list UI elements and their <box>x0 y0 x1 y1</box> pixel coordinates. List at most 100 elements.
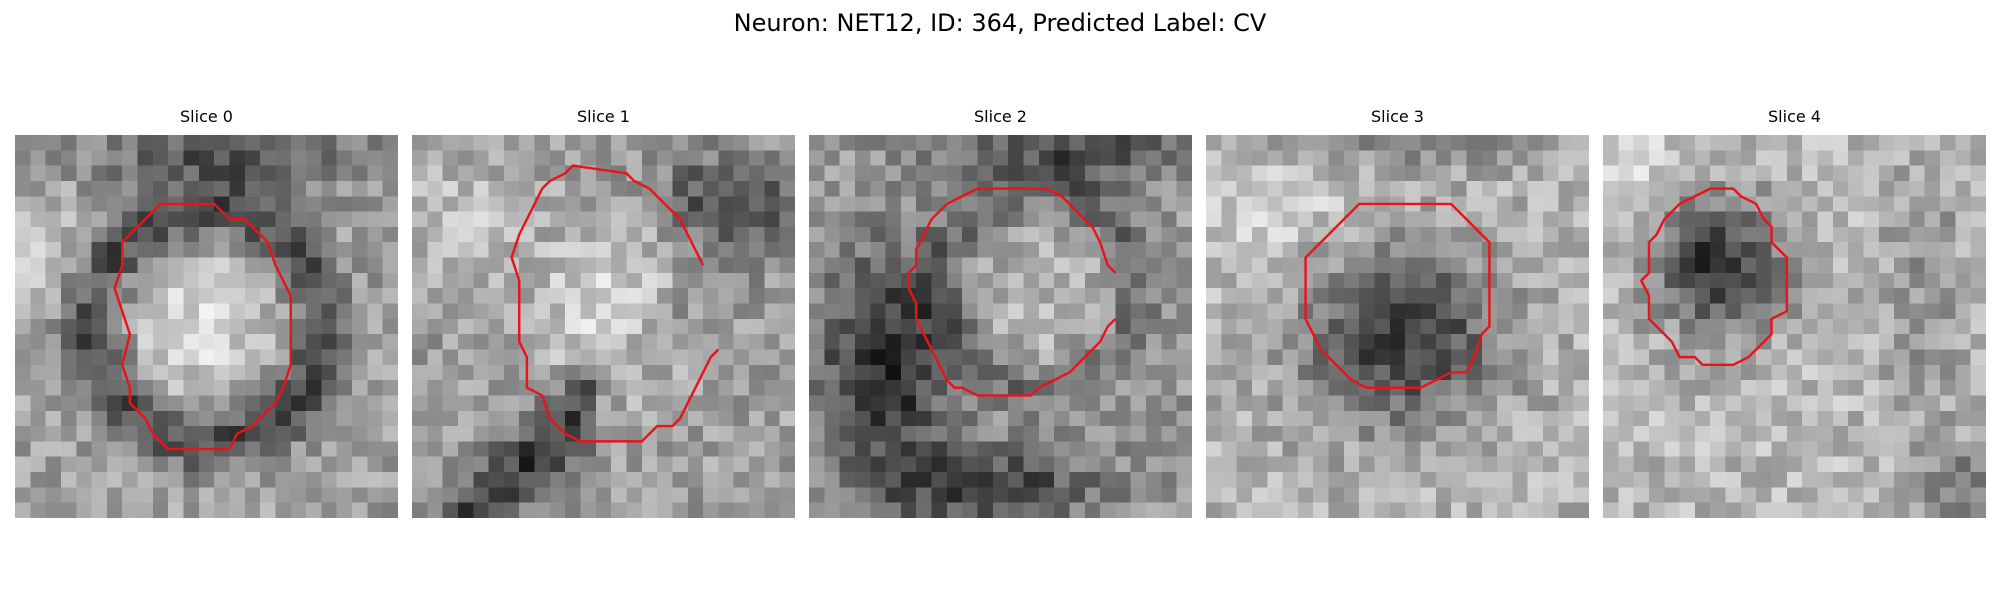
image-pixel <box>382 135 398 151</box>
image-pixel <box>1832 426 1849 442</box>
image-pixel <box>1251 441 1268 458</box>
image-pixel <box>1130 226 1147 243</box>
image-pixel <box>30 150 46 166</box>
image-pixel <box>1603 318 1619 335</box>
image-pixel <box>549 441 566 458</box>
image-pixel <box>549 426 566 442</box>
image-pixel <box>152 242 169 258</box>
image-pixel <box>870 257 886 274</box>
image-pixel <box>1374 318 1391 335</box>
image-pixel <box>870 441 886 458</box>
image-pixel <box>1633 380 1650 396</box>
image-pixel <box>580 196 597 212</box>
image-pixel <box>1206 180 1222 197</box>
image-pixel <box>764 364 780 381</box>
image-pixel <box>183 487 200 503</box>
image-pixel <box>1940 487 1956 503</box>
image-pixel <box>580 272 597 289</box>
image-pixel <box>290 472 307 488</box>
image-pixel <box>306 272 322 289</box>
image-pixel <box>1282 364 1299 381</box>
image-pixel <box>137 349 154 366</box>
image-pixel <box>137 257 154 274</box>
image-pixel <box>1558 135 1574 151</box>
image-pixel <box>91 196 108 212</box>
image-pixel <box>1832 150 1849 166</box>
image-pixel <box>779 472 795 488</box>
image-pixel <box>1389 334 1406 350</box>
image-pixel <box>764 272 780 289</box>
image-pixel <box>275 318 292 335</box>
image-pixel <box>1740 211 1757 228</box>
image-pixel <box>1832 272 1849 289</box>
image-pixel <box>1435 272 1452 289</box>
image-pixel <box>1420 318 1437 335</box>
image-pixel <box>1863 165 1880 182</box>
image-pixel <box>367 272 383 289</box>
image-pixel <box>824 257 840 274</box>
image-pixel <box>672 334 689 350</box>
image-pixel <box>657 242 673 258</box>
image-pixel <box>703 272 719 289</box>
image-pixel <box>122 211 138 228</box>
image-pixel <box>657 395 673 412</box>
image-pixel <box>427 349 443 366</box>
image-pixel <box>152 288 169 304</box>
image-pixel <box>30 196 46 212</box>
image-pixel <box>168 395 184 412</box>
image-pixel <box>1603 303 1619 320</box>
image-pixel <box>1161 272 1177 289</box>
image-pixel <box>1694 272 1711 289</box>
image-pixel <box>1359 288 1375 304</box>
image-pixel <box>977 211 994 228</box>
image-pixel <box>15 456 31 473</box>
image-pixel <box>473 334 489 350</box>
image-pixel <box>412 441 428 458</box>
image-pixel <box>503 502 520 518</box>
image-pixel <box>1374 456 1391 473</box>
image-pixel <box>106 472 123 488</box>
image-pixel <box>45 135 62 151</box>
image-pixel <box>76 196 92 212</box>
image-pixel <box>1069 395 1086 412</box>
image-pixel <box>1130 257 1147 274</box>
image-pixel <box>15 472 31 488</box>
image-pixel <box>290 165 307 182</box>
image-pixel <box>1236 272 1253 289</box>
image-pixel <box>152 226 169 243</box>
image-pixel <box>1328 135 1345 151</box>
image-pixel <box>1970 441 1986 458</box>
slice-panel-2: Slice 2 <box>809 107 1192 518</box>
image-pixel <box>1603 502 1619 518</box>
image-pixel <box>733 472 750 488</box>
image-pixel <box>1146 410 1162 427</box>
image-pixel <box>1023 410 1040 427</box>
image-pixel <box>626 135 643 151</box>
image-pixel <box>1297 364 1314 381</box>
image-pixel <box>473 318 489 335</box>
image-pixel <box>1328 410 1345 427</box>
image-pixel <box>779 334 795 350</box>
image-pixel <box>1603 456 1619 473</box>
image-pixel <box>30 211 46 228</box>
image-pixel <box>870 288 886 304</box>
image-pixel <box>382 380 398 396</box>
image-pixel <box>1894 426 1910 442</box>
image-pixel <box>1786 441 1803 458</box>
image-pixel <box>977 441 994 458</box>
image-pixel <box>1481 426 1498 442</box>
image-pixel <box>1710 456 1726 473</box>
image-pixel <box>15 410 31 427</box>
image-pixel <box>595 487 612 503</box>
image-pixel <box>275 334 292 350</box>
image-pixel <box>595 426 612 442</box>
image-pixel <box>45 441 62 458</box>
image-pixel <box>321 150 338 166</box>
image-pixel <box>1924 502 1941 518</box>
image-pixel <box>1940 165 1956 182</box>
image-pixel <box>352 150 368 166</box>
image-pixel <box>1282 242 1299 258</box>
image-pixel <box>1878 303 1895 320</box>
image-pixel <box>1802 150 1818 166</box>
image-pixel <box>60 165 77 182</box>
